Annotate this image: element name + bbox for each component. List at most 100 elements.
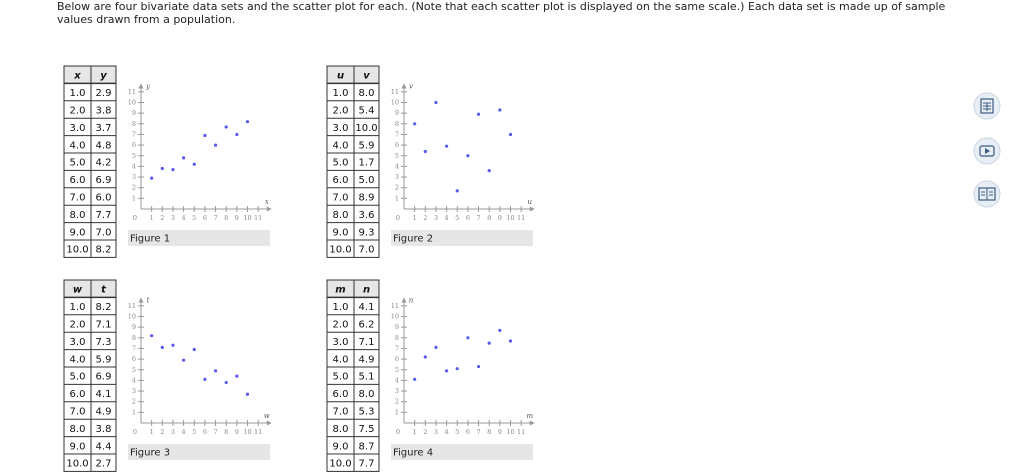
column-header: x: [73, 71, 81, 82]
column-header: t: [101, 285, 107, 296]
x-tick-label: 6: [466, 214, 470, 222]
table-cell: 2.0: [70, 106, 86, 117]
ebook-button[interactable]: [973, 180, 1001, 208]
scatter-point: [455, 367, 459, 371]
x-tick-label: 11: [254, 214, 262, 222]
column-header: m: [335, 285, 345, 296]
table-cell: 3.7: [96, 123, 112, 134]
x-tick-label: 4: [445, 214, 449, 222]
scatter-point: [476, 364, 481, 369]
x-tick-label: 10: [243, 214, 251, 222]
table-cell: 10.0: [355, 123, 377, 134]
y-axis-label: v: [409, 83, 413, 91]
video-button[interactable]: [973, 137, 1001, 165]
table-cell: 1.7: [359, 158, 375, 169]
table-cell: 8.0: [333, 424, 349, 435]
y-tick-label: 9: [395, 109, 399, 117]
table-cell: 1.0: [333, 302, 349, 313]
scatter-point: [498, 328, 502, 332]
x-tick-label: 1: [150, 428, 154, 436]
calculator-button[interactable]: [973, 92, 1001, 120]
scatter-point: [160, 345, 164, 349]
y-axis-label: y: [145, 83, 151, 91]
scatter-point: [498, 108, 502, 112]
x-tick-label: 3: [434, 428, 438, 436]
x-axis-label: x: [265, 198, 269, 206]
table-cell: 9.0: [333, 227, 349, 238]
x-tick-label: 2: [160, 428, 164, 436]
y-tick-label: 7: [132, 130, 136, 138]
table-header-bg: [64, 66, 116, 84]
table-cell: 9.0: [333, 441, 349, 452]
x-tick-label: 8: [224, 428, 228, 436]
table-cell: 5.0: [70, 372, 86, 383]
y-tick-label: 1: [132, 408, 136, 416]
x-tick-label: 1: [150, 214, 154, 222]
table-border: [326, 279, 380, 472]
table-cell: 2.0: [333, 320, 349, 331]
y-tick-label: 6: [395, 141, 399, 149]
table-cell: 10.0: [329, 459, 351, 470]
table-cell: 9.0: [70, 227, 86, 238]
table-cell: 3.6: [359, 210, 375, 221]
y-tick-label: 8: [132, 334, 136, 342]
y-tick-label: 9: [395, 323, 399, 331]
y-tick-label: 6: [132, 355, 136, 363]
table-cell: 3.0: [333, 337, 349, 348]
scatter-point: [413, 122, 417, 126]
table-cell: 2.0: [70, 320, 86, 331]
y-tick-label: 11: [128, 88, 136, 96]
x-tick-label: 9: [498, 214, 502, 222]
table-border: [326, 65, 380, 258]
x-axis-label: u: [528, 198, 533, 206]
origin-label: 0: [396, 214, 400, 222]
column-header: v: [363, 71, 370, 82]
table-cell: 5.0: [70, 158, 86, 169]
x-tick-label: 11: [517, 428, 525, 436]
table-cell: 5.0: [359, 175, 375, 186]
table-cell: 7.0: [333, 193, 349, 204]
table-cell: 2.7: [96, 459, 112, 470]
table-cell: 7.7: [359, 459, 375, 470]
table-cell: 5.0: [333, 372, 349, 383]
table-cell: 10.0: [329, 245, 351, 256]
table-cell: 4.2: [96, 158, 112, 169]
scatter-point: [182, 156, 186, 160]
table-cell: 2.9: [96, 88, 112, 99]
y-tick-label: 9: [132, 109, 136, 117]
x-axis-arrow: [266, 420, 272, 426]
scatter-point: [171, 343, 175, 347]
y-tick-label: 5: [395, 152, 399, 160]
y-tick-label: 2: [132, 398, 136, 406]
x-tick-label: 8: [487, 428, 491, 436]
caption-bg: [391, 444, 533, 460]
scatter-point: [423, 149, 427, 154]
scatter-point: [203, 133, 207, 138]
x-tick-label: 10: [506, 428, 514, 436]
column-header: u: [337, 71, 344, 82]
y-axis-arrow: [401, 297, 407, 303]
y-tick-label: 6: [132, 141, 136, 149]
table-cell: 4.1: [359, 302, 375, 313]
y-tick-label: 8: [395, 334, 399, 342]
table-cell: 6.0: [96, 193, 112, 204]
y-tick-label: 6: [395, 355, 399, 363]
scatter-point: [466, 336, 470, 340]
y-axis-label: t: [147, 297, 150, 305]
figure-caption: Figure 2: [393, 234, 433, 245]
y-tick-label: 4: [395, 162, 399, 170]
x-tick-label: 9: [235, 214, 239, 222]
origin-label: 0: [133, 428, 137, 436]
caption-bg: [391, 230, 533, 246]
y-tick-label: 5: [132, 366, 136, 374]
scatter-point: [445, 144, 449, 148]
x-tick-label: 6: [466, 428, 470, 436]
table-cell: 6.0: [333, 175, 349, 186]
y-tick-label: 7: [132, 344, 136, 352]
table-cell: 7.0: [96, 227, 112, 238]
table-cell: 6.2: [359, 320, 375, 331]
table-header-bg: [327, 280, 379, 298]
x-tick-label: 1: [413, 428, 417, 436]
x-tick-label: 3: [171, 214, 175, 222]
